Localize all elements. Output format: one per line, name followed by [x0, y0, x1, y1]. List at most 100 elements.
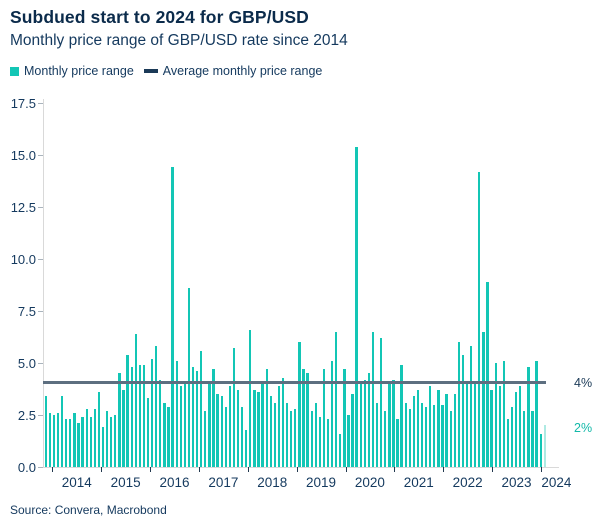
bar-2016-05 — [167, 406, 170, 467]
bar-2015-12 — [146, 398, 150, 467]
bar-2019-07 — [322, 369, 326, 467]
bar-2023-11 — [535, 360, 538, 467]
bar-2024-01 — [543, 425, 546, 467]
x-year-label: 2023 — [501, 475, 532, 490]
x-year-label: 2019 — [306, 475, 337, 490]
x-tick-mark — [443, 467, 445, 472]
bar-2020-06 — [367, 373, 371, 467]
y-tick-label: 5.0 — [17, 356, 36, 371]
x-year-label: 2016 — [159, 475, 190, 490]
average-line-swatch-icon — [143, 69, 158, 73]
bar-2017-11 — [240, 406, 244, 467]
y-tick-label: 12.5 — [10, 200, 36, 215]
bar-2020-10 — [384, 410, 387, 467]
bar-2023-08 — [523, 410, 526, 467]
bar-2023-03 — [502, 360, 506, 467]
bar-2019-12 — [343, 369, 346, 467]
y-tick-label: 0.0 — [17, 460, 36, 475]
bar-2022-09 — [478, 171, 481, 467]
y-axis-line — [43, 99, 44, 467]
bar-2019-11 — [339, 433, 342, 467]
bar-2015-01 — [101, 427, 105, 467]
bar-2022-07 — [470, 346, 473, 467]
bar-2014-08 — [81, 417, 84, 467]
bar-2021-01 — [396, 419, 399, 467]
bar-2014-01 — [52, 415, 56, 467]
y-tick-mark — [38, 207, 43, 208]
bar-2021-05 — [412, 396, 416, 467]
bar-2022-10 — [482, 331, 485, 467]
bar-2019-06 — [318, 417, 321, 467]
bar-2018-07 — [273, 402, 276, 467]
bar-2023-05 — [510, 406, 514, 467]
bar-2015-11 — [142, 365, 146, 467]
bar-2019-10 — [335, 331, 338, 467]
bar-2016-08 — [179, 385, 182, 467]
x-year-label: 2018 — [257, 475, 288, 490]
bar-2016-03 — [159, 379, 162, 467]
bar-2020-09 — [380, 338, 383, 467]
bar-2018-11 — [290, 410, 293, 467]
y-tick-label: 17.5 — [10, 96, 36, 111]
bar-2020-07 — [371, 331, 375, 467]
y-tick-mark — [38, 311, 43, 312]
average-value-annotation: 4% — [574, 376, 593, 390]
bar-2021-09 — [429, 385, 432, 467]
y-tick-mark — [38, 259, 43, 260]
bar-2023-06 — [515, 392, 518, 467]
x-year-label: 2020 — [354, 475, 385, 490]
bar-2020-08 — [375, 402, 379, 467]
bar-2014-07 — [77, 423, 80, 467]
bar-2017-02 — [204, 410, 207, 467]
bar-2023-04 — [506, 419, 510, 467]
bar-2018-03 — [257, 392, 260, 467]
bar-2021-06 — [416, 390, 420, 467]
bar-2014-11 — [93, 408, 97, 467]
bar-2021-08 — [425, 406, 428, 467]
chart-subtitle: Monthly price range of GBP/USD rate sinc… — [10, 32, 348, 49]
bar-2017-06 — [220, 396, 223, 467]
bar-2021-12 — [441, 404, 444, 467]
bar-2019-05 — [314, 402, 317, 467]
x-tick-mark — [101, 467, 103, 472]
bar-2016-02 — [155, 346, 158, 467]
x-year-label: 2015 — [110, 475, 141, 490]
bar-2022-12 — [490, 390, 493, 467]
bar-2015-06 — [122, 390, 125, 467]
y-tick-mark — [38, 363, 43, 364]
bar-2018-01 — [249, 329, 252, 467]
bar-2013-12 — [48, 412, 52, 467]
source-note: Source: Convera, Macrobond — [10, 503, 167, 517]
bar-2019-02 — [302, 369, 305, 467]
y-tick-mark — [38, 415, 43, 416]
y-tick-label: 15.0 — [10, 148, 36, 163]
bar-2020-05 — [363, 379, 366, 467]
bar-2020-03 — [355, 146, 358, 467]
x-tick-mark — [540, 467, 542, 472]
bar-2022-08 — [474, 383, 477, 467]
bar-2014-04 — [65, 419, 68, 467]
bar-2017-03 — [208, 383, 211, 467]
bar-2019-08 — [326, 419, 330, 467]
bar-2015-10 — [138, 365, 142, 467]
bar-2016-09 — [183, 381, 186, 467]
bar-2015-03 — [110, 417, 113, 467]
bar-2018-08 — [277, 385, 281, 467]
bar-2018-10 — [285, 402, 289, 467]
bar-2019-09 — [330, 360, 334, 467]
x-year-label: 2021 — [403, 475, 434, 490]
bar-2023-10 — [531, 410, 534, 467]
bar-2021-02 — [400, 365, 403, 467]
bar-2016-07 — [175, 360, 178, 467]
bar-2023-01 — [494, 363, 497, 467]
bar-2018-06 — [269, 396, 272, 467]
x-axis-line — [43, 467, 559, 468]
bar-2018-05 — [265, 369, 268, 467]
bar-2018-12 — [294, 408, 297, 467]
bar-2017-10 — [236, 390, 240, 467]
bar-2016-11 — [191, 367, 195, 467]
x-tick-mark — [345, 467, 347, 472]
x-tick-mark — [150, 467, 152, 472]
x-year-label: 2024 — [541, 475, 572, 490]
